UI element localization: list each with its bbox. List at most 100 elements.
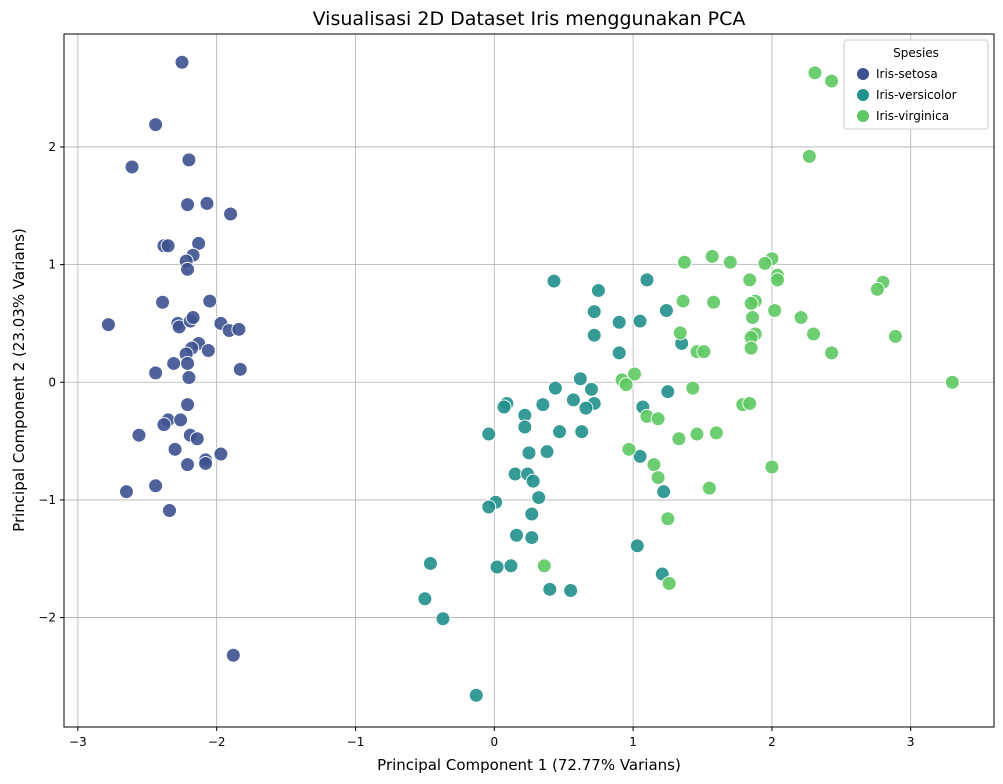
- x-tick-label: 1: [629, 735, 637, 749]
- data-point: [722, 254, 738, 270]
- data-point: [223, 206, 239, 222]
- data-point: [417, 591, 433, 607]
- data-point: [590, 282, 606, 298]
- data-point: [757, 255, 773, 271]
- data-point: [521, 445, 537, 461]
- data-point: [767, 302, 783, 318]
- data-point: [685, 380, 701, 396]
- data-point: [124, 159, 140, 175]
- data-point: [148, 365, 164, 381]
- data-point: [166, 355, 182, 371]
- data-point: [824, 345, 840, 361]
- data-point: [611, 345, 627, 361]
- data-point: [503, 558, 519, 574]
- data-point: [807, 65, 823, 81]
- data-point: [536, 558, 552, 574]
- series-iris-virginica: [536, 65, 960, 591]
- x-tick-label: −2: [208, 735, 226, 749]
- data-point: [586, 304, 602, 320]
- data-point: [517, 419, 533, 435]
- data-point: [155, 294, 171, 310]
- data-point: [189, 431, 205, 447]
- data-point: [744, 310, 760, 326]
- data-point: [180, 457, 196, 473]
- data-point: [531, 490, 547, 506]
- x-tick-label: 3: [907, 735, 915, 749]
- legend-label-setosa: Iris-setosa: [876, 67, 938, 81]
- data-point: [524, 506, 540, 522]
- data-point: [611, 314, 627, 330]
- data-point: [742, 395, 758, 411]
- data-point: [658, 302, 674, 318]
- data-point: [160, 238, 176, 254]
- plot-frame: [63, 33, 995, 728]
- data-point: [572, 371, 588, 387]
- legend-label-versicolor: Iris-versicolor: [876, 88, 957, 102]
- data-point: [743, 340, 759, 356]
- chart-title: Visualisasi 2D Dataset Iris menggunakan …: [313, 8, 746, 30]
- data-point: [764, 459, 780, 475]
- data-point: [148, 478, 164, 494]
- y-axis-ticks: −2 −1 0 1 2: [38, 140, 64, 625]
- data-point: [181, 152, 197, 168]
- legend-box: [843, 39, 989, 130]
- data-point: [632, 313, 648, 329]
- data-point: [156, 417, 172, 433]
- legend: Spesies Iris-setosa Iris-versicolor Iris…: [843, 39, 989, 130]
- data-point: [793, 310, 809, 326]
- data-point: [696, 344, 712, 360]
- data-point: [496, 399, 512, 415]
- data-point: [583, 381, 599, 397]
- data-point: [131, 427, 147, 443]
- data-point: [118, 484, 134, 500]
- legend-label-virginica: Iris-virginica: [876, 109, 949, 123]
- data-point: [509, 527, 525, 543]
- data-point: [632, 448, 648, 464]
- data-point: [671, 431, 687, 447]
- x-tick-label: −3: [69, 735, 87, 749]
- data-point: [701, 480, 717, 496]
- x-axis-label: Principal Component 1 (72.77% Varians): [377, 756, 681, 774]
- data-point: [435, 611, 451, 627]
- data-point: [524, 530, 540, 546]
- data-point: [887, 328, 903, 344]
- data-point: [547, 380, 563, 396]
- legend-title: Spesies: [893, 46, 939, 60]
- data-point: [185, 310, 201, 326]
- data-point: [574, 424, 590, 440]
- data-point: [552, 424, 568, 440]
- data-point: [546, 273, 562, 289]
- x-axis-ticks: −3 −2 −1 0 1 2 3: [69, 727, 915, 749]
- data-point: [167, 441, 183, 457]
- series-iris-setosa: [100, 54, 248, 663]
- data-point: [174, 54, 190, 70]
- data-point: [535, 397, 551, 413]
- data-point: [180, 397, 196, 413]
- data-point: [660, 511, 676, 527]
- data-point: [621, 441, 637, 457]
- x-tick-label: −1: [347, 735, 365, 749]
- data-point: [525, 473, 541, 489]
- data-point: [507, 466, 523, 482]
- data-point: [481, 499, 497, 515]
- data-point: [180, 197, 196, 213]
- data-point: [565, 392, 581, 408]
- data-point: [198, 455, 214, 471]
- data-point: [869, 281, 885, 297]
- series-iris-versicolor: [417, 272, 690, 703]
- data-point: [672, 325, 688, 341]
- data-point: [801, 148, 817, 164]
- data-point: [422, 555, 438, 571]
- data-point: [542, 581, 558, 597]
- y-tick-label: 2: [48, 140, 56, 154]
- data-point: [180, 261, 196, 277]
- y-axis-label: Principal Component 2 (23.03% Varians): [10, 228, 28, 532]
- data-point: [539, 444, 555, 460]
- data-point: [660, 384, 676, 400]
- data-point: [675, 293, 691, 309]
- data-point: [676, 254, 692, 270]
- data-point: [661, 575, 677, 591]
- data-points: [100, 54, 960, 703]
- y-tick-label: −1: [38, 493, 56, 507]
- data-point: [180, 355, 196, 371]
